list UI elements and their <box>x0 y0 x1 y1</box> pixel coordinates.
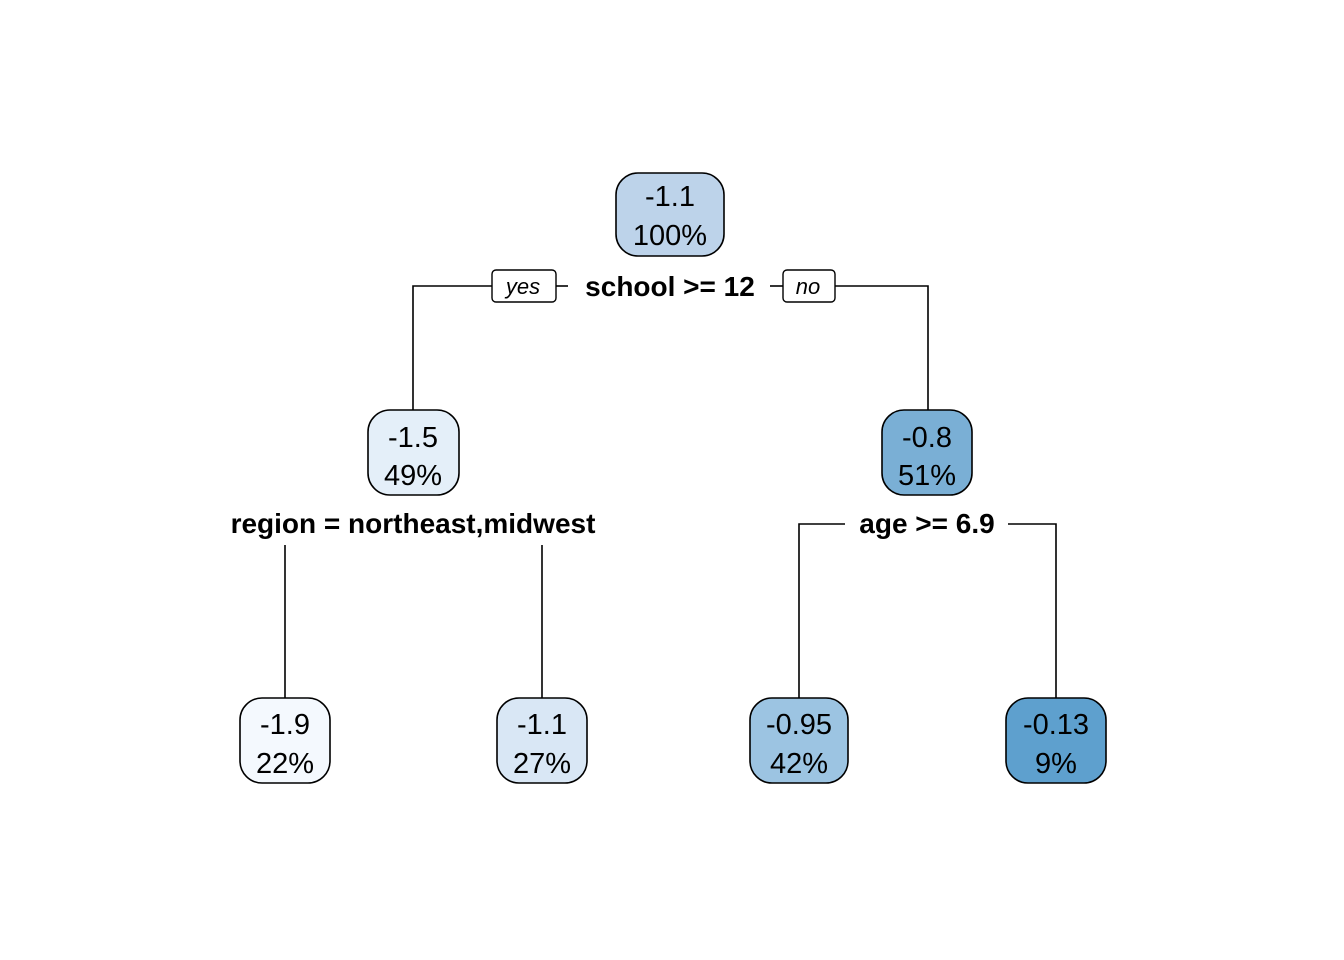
node-left-percent: 49% <box>384 460 442 492</box>
leaf-node-2-box <box>496 697 588 784</box>
right-split-label: age >= 6.9 <box>859 508 994 539</box>
node-root-box <box>615 172 725 257</box>
leaf-node-1-box <box>239 697 331 784</box>
node-right-value: -0.8 <box>902 422 952 454</box>
node-right-percent: 51% <box>898 460 956 492</box>
root-split: yes school >= 12 no <box>491 269 836 303</box>
leaf-node-2-percent: 27% <box>513 748 571 780</box>
no-branch-label: no <box>796 274 820 299</box>
yes-branch-label: yes <box>504 274 540 299</box>
leaf-node-2: -1.1 27% <box>496 697 588 784</box>
leaf-node-1: -1.9 22% <box>239 697 331 784</box>
leaf-node-3-percent: 42% <box>770 748 828 780</box>
leaf-node-4-box <box>1005 697 1107 784</box>
edge-right-leaf4 <box>1008 523 1057 698</box>
node-right-box <box>881 409 973 496</box>
node-left-box <box>367 409 460 496</box>
leaf-node-4-percent: 9% <box>1035 748 1077 780</box>
leaf-node-4-value: -0.13 <box>1023 709 1089 741</box>
no-branch-box <box>782 269 836 303</box>
leaf-node-1-value: -1.9 <box>260 709 310 741</box>
node-left: -1.5 49% <box>367 409 460 496</box>
leaf-node-3: -0.95 42% <box>749 697 849 784</box>
edge-right-leaf3 <box>798 523 845 698</box>
node-root-percent: 100% <box>633 220 707 252</box>
root-split-label: school >= 12 <box>585 271 755 302</box>
node-right: -0.8 51% <box>881 409 973 496</box>
leaf-node-3-value: -0.95 <box>766 709 832 741</box>
edge-root-right <box>835 285 929 410</box>
leaf-node-2-value: -1.1 <box>517 709 567 741</box>
leaf-node-3-box <box>749 697 849 784</box>
yes-branch-box <box>491 269 557 303</box>
left-split-label: region = northeast,midwest <box>231 508 596 539</box>
leaf-node-4: -0.13 9% <box>1005 697 1107 784</box>
node-root-value: -1.1 <box>645 181 695 213</box>
leaf-node-1-percent: 22% <box>256 748 314 780</box>
node-root: -1.1 100% <box>615 172 725 257</box>
node-left-value: -1.5 <box>388 422 438 454</box>
edge-root-left <box>412 285 492 410</box>
tree-edges <box>284 285 1057 698</box>
